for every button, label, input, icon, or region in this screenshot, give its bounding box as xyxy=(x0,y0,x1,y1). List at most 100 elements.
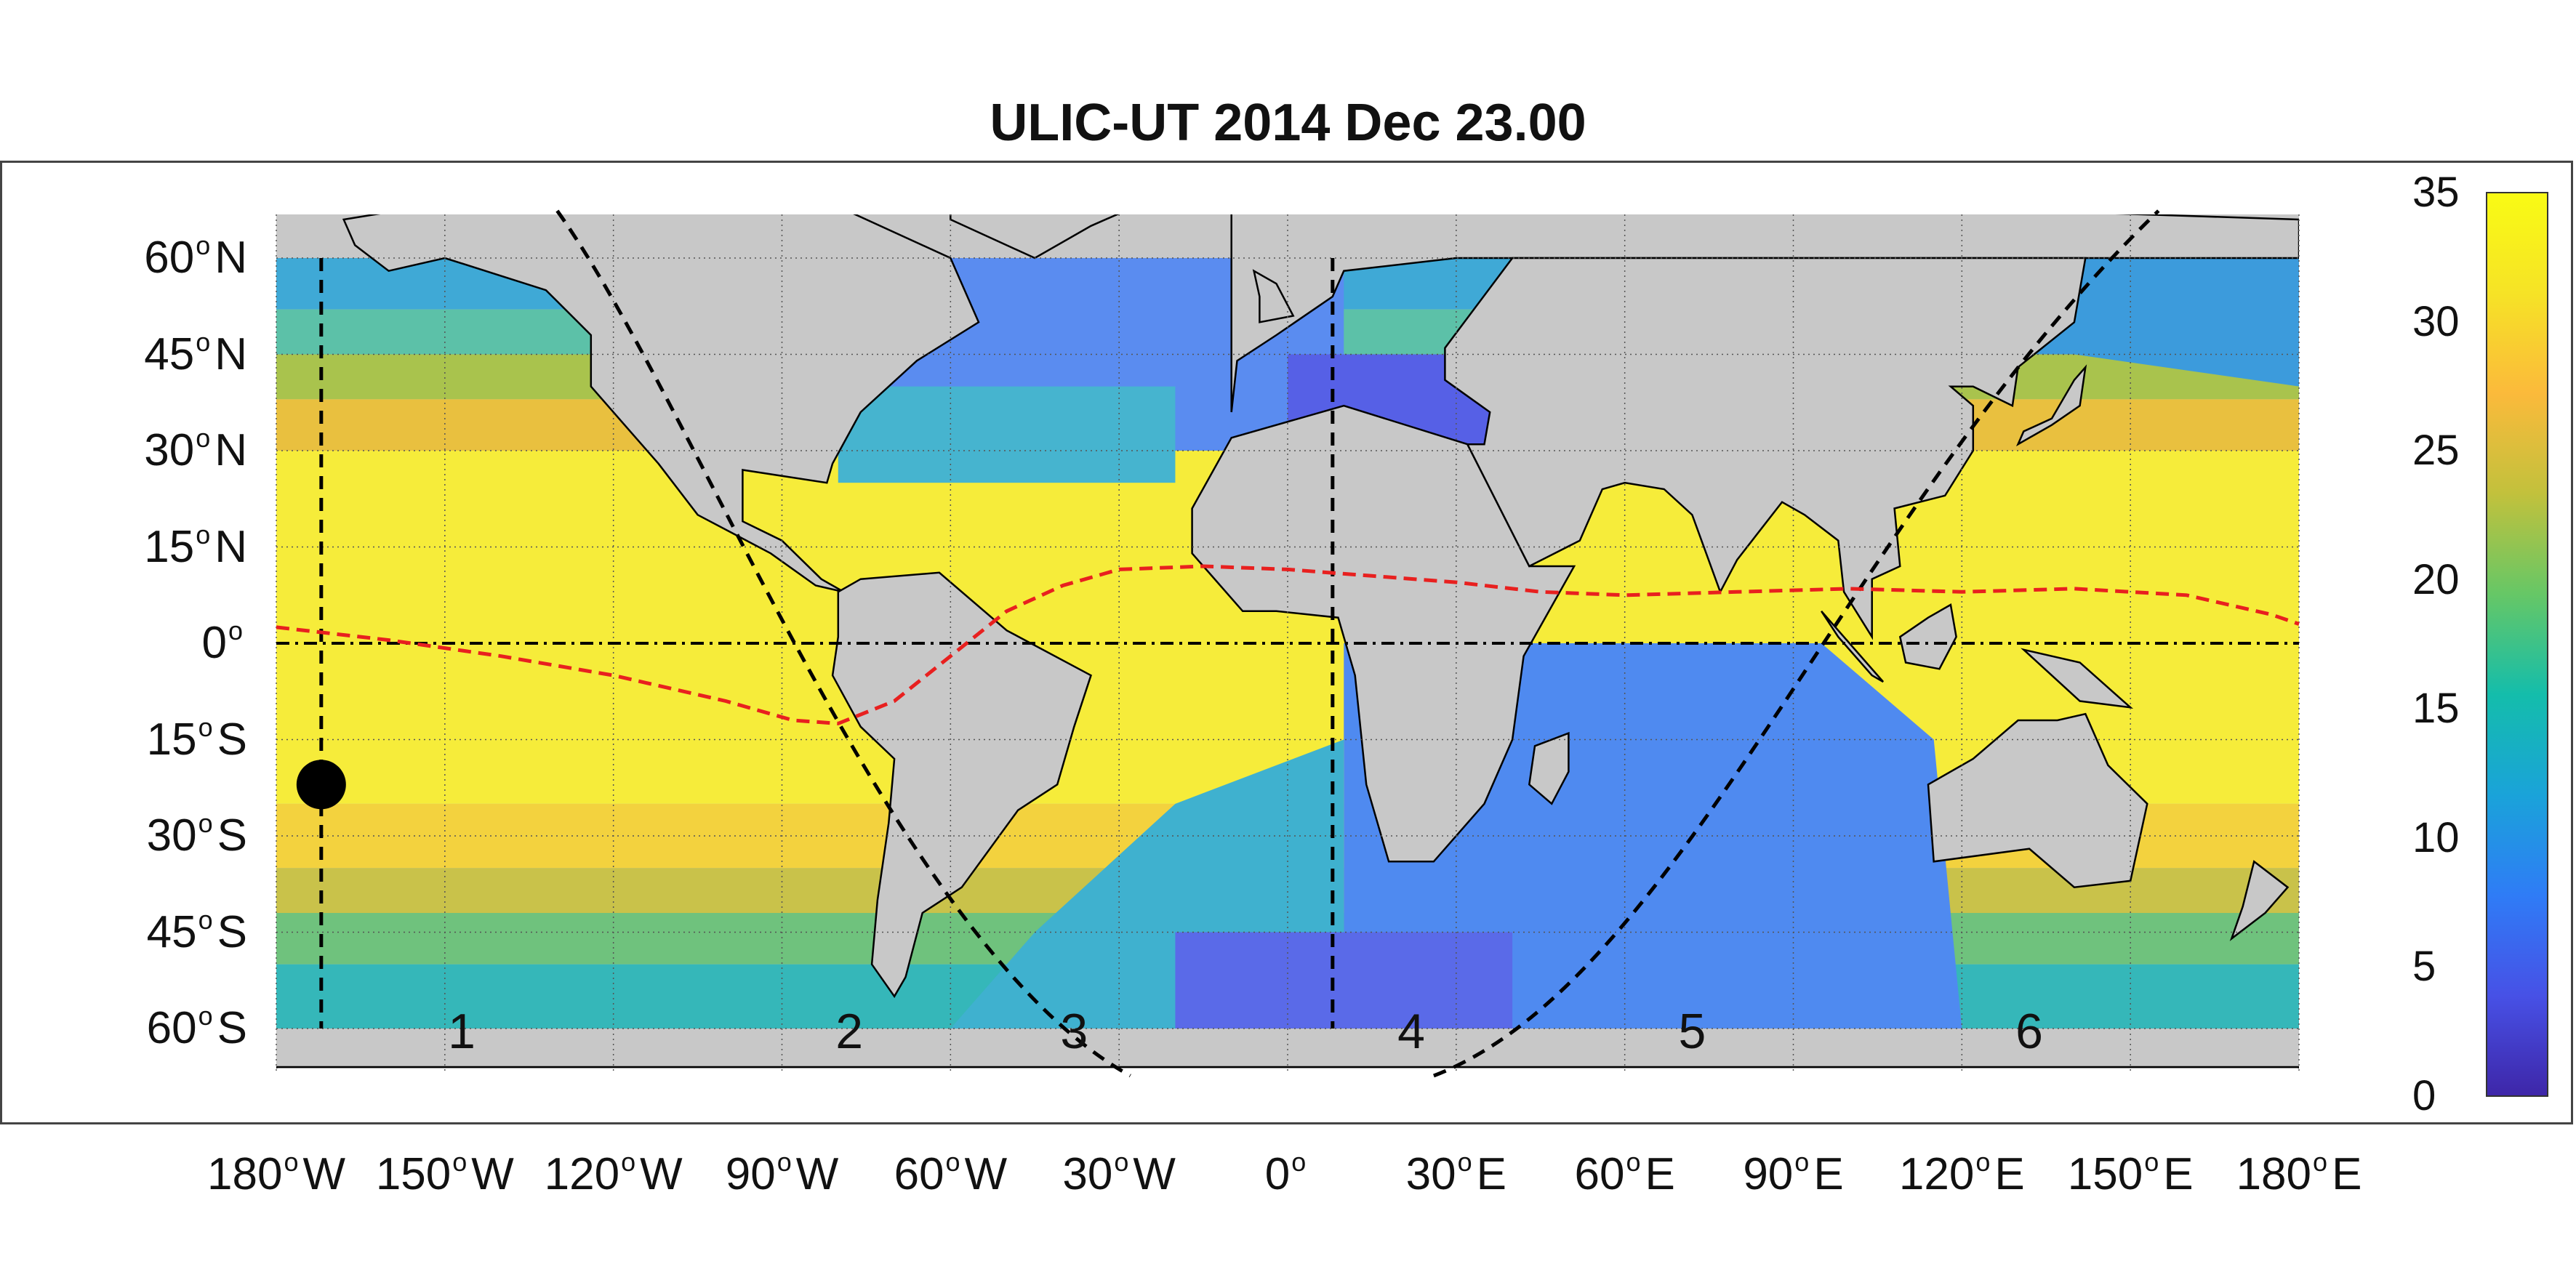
latitude-label: 15oS xyxy=(109,712,247,765)
borneo-land xyxy=(1898,603,1957,670)
longitude-label: 180oW xyxy=(182,1147,371,1200)
degree-symbol: o xyxy=(1291,1147,1307,1177)
lat-num: 60 xyxy=(146,1003,197,1053)
lat-num: 15 xyxy=(146,714,197,765)
region-label: 5 xyxy=(1678,1004,1706,1059)
degree-symbol: o xyxy=(1114,1147,1129,1177)
colorbar-tick-label: 25 xyxy=(2412,427,2460,475)
lon-num: 0 xyxy=(1264,1149,1291,1199)
colorbar-tick-label: 15 xyxy=(2412,685,2460,733)
degree-symbol: o xyxy=(198,712,213,742)
lon-num: 60 xyxy=(894,1149,944,1199)
degree-symbol: o xyxy=(777,1147,792,1177)
degree-symbol: o xyxy=(1457,1147,1472,1177)
degree-symbol: o xyxy=(196,423,211,453)
colorbar-tick-label: 20 xyxy=(2412,555,2460,603)
region-label: 6 xyxy=(2015,1004,2043,1059)
degree-symbol: o xyxy=(196,326,211,357)
colorbar-tick-label: 5 xyxy=(2412,943,2436,991)
lon-hemi: W xyxy=(471,1149,514,1199)
degree-symbol: o xyxy=(198,904,213,935)
lat-hemi: N xyxy=(214,521,247,572)
figure-frame xyxy=(0,161,2573,1124)
region-label: 1 xyxy=(448,1004,476,1059)
degree-symbol: o xyxy=(1975,1147,1991,1177)
latitude-label: 0o xyxy=(109,616,247,669)
new-zealand-land xyxy=(2229,860,2290,941)
lon-num: 120 xyxy=(544,1149,620,1199)
degree-symbol: o xyxy=(621,1147,636,1177)
antarctic-gap-land xyxy=(276,1066,2299,1068)
longitude-label: 30oW xyxy=(1024,1147,1213,1200)
lon-hemi: E xyxy=(2163,1149,2194,1199)
lat-num: 45 xyxy=(146,906,197,957)
degree-symbol: o xyxy=(196,519,211,550)
longitude-label: 60oW xyxy=(856,1147,1045,1200)
lon-num: 90 xyxy=(725,1149,776,1199)
lat-num: 30 xyxy=(146,810,197,861)
lon-num: 150 xyxy=(375,1149,452,1199)
lat-hemi: S xyxy=(217,906,247,957)
lon-num: 180 xyxy=(206,1149,283,1199)
lon-hemi: E xyxy=(2332,1149,2362,1199)
degree-symbol: o xyxy=(945,1147,960,1177)
lon-num: 180 xyxy=(2236,1149,2312,1199)
lon-hemi: W xyxy=(302,1149,345,1199)
lat-hemi: S xyxy=(217,810,247,861)
mid-atlantic xyxy=(838,386,1176,483)
lon-hemi: W xyxy=(640,1149,683,1199)
lat-hemi: N xyxy=(214,233,247,283)
southern-ocean-cold xyxy=(1175,932,1513,1029)
latitude-label: 15oN xyxy=(109,519,247,573)
longitude-label: 150oW xyxy=(350,1147,539,1200)
lon-num: 150 xyxy=(2067,1149,2143,1199)
degree-symbol: o xyxy=(198,1001,213,1031)
lat-num: 60 xyxy=(144,233,195,283)
degree-symbol: o xyxy=(2313,1147,2328,1177)
lon-hemi: W xyxy=(795,1149,839,1199)
lat-num: 0 xyxy=(201,618,227,668)
lon-num: 90 xyxy=(1743,1149,1794,1199)
degree-symbol: o xyxy=(198,808,213,838)
degree-symbol: o xyxy=(1626,1147,1641,1177)
lon-hemi: E xyxy=(1645,1149,1675,1199)
madagascar-land xyxy=(1528,731,1570,805)
north-america-land xyxy=(342,214,980,593)
lat-num: 30 xyxy=(144,425,195,475)
lon-hemi: E xyxy=(1476,1149,1506,1199)
lon-num: 120 xyxy=(1898,1149,1975,1199)
colorbar xyxy=(2486,192,2548,1097)
degree-symbol: o xyxy=(452,1147,468,1177)
japan-land xyxy=(2015,364,2087,447)
longitude-label: 30oE xyxy=(1362,1147,1551,1200)
degree-symbol: o xyxy=(1794,1147,1810,1177)
australia-land xyxy=(1927,712,2148,889)
longitude-label: 90oW xyxy=(688,1147,877,1200)
overlay-lines xyxy=(276,209,2300,1078)
degree-symbol: o xyxy=(284,1147,299,1177)
latitude-label: 30oS xyxy=(109,808,247,861)
terminator-east xyxy=(1433,209,2160,1078)
colorbar-tick-label: 0 xyxy=(2412,1072,2436,1119)
longitude-label: 90oE xyxy=(1699,1147,1888,1200)
lat-hemi: S xyxy=(217,714,247,765)
latitude-label: 45oS xyxy=(109,904,247,958)
latitude-label: 30oN xyxy=(109,423,247,476)
longitude-label: 120oE xyxy=(1867,1147,2056,1200)
chart-title: ULIC-UT 2014 Dec 23.00 xyxy=(990,94,1586,152)
longitude-label: 120oW xyxy=(519,1147,708,1200)
degree-symbol: o xyxy=(228,616,243,645)
lat-hemi: N xyxy=(214,329,247,379)
africa-land xyxy=(1191,404,1576,863)
region-label: 2 xyxy=(835,1004,864,1059)
lat-num: 45 xyxy=(144,329,195,379)
land xyxy=(276,214,2299,1068)
colorbar-tick-label: 10 xyxy=(2412,813,2460,861)
region-label: 4 xyxy=(1397,1004,1425,1059)
location-marker xyxy=(296,760,346,810)
degree-symbol: o xyxy=(196,230,211,260)
longitude-label: 60oE xyxy=(1530,1147,1720,1200)
longitude-label: 0o xyxy=(1193,1147,1382,1200)
new-guinea-land xyxy=(2020,648,2134,709)
